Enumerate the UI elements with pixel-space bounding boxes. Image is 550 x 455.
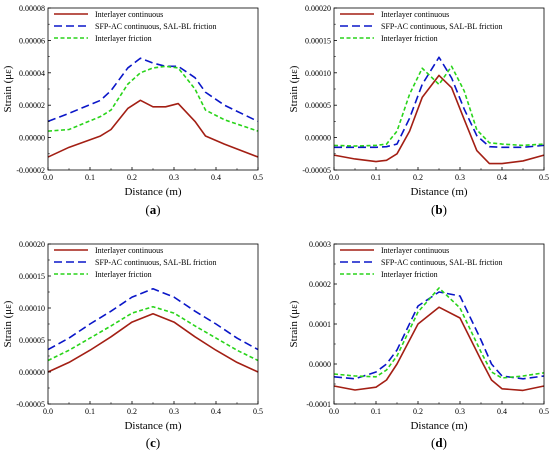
x-tick-label: 0.5	[539, 173, 549, 182]
y-tick-label: 0.0003	[309, 240, 331, 249]
legend-label-3: Interlayer friction	[381, 34, 438, 43]
series-line-3	[333, 287, 545, 379]
y-tick-label: 0.00010	[19, 304, 45, 313]
chart-panel-a: 0.0 0.1 0.2 0.3 0.4 0.5 -0.00002 0.00000 0.00002…	[2, 4, 263, 217]
series-line-3	[47, 305, 259, 362]
x-axis-label: Distance (m)	[124, 186, 181, 198]
chart-panel-d: 0.0 0.1 0.2 0.3 0.4 0.5 -0.0001 0.0000 0.0001 0.0…	[288, 240, 549, 450]
panel-caption: (c)	[146, 435, 160, 450]
y-tick-label: 0.0001	[309, 320, 331, 329]
y-tick-label: 0.00010	[305, 69, 331, 78]
legend-label-2: SFP-AC continuous, SAL-BL friction	[381, 22, 502, 31]
y-tick-label: -0.0001	[306, 400, 331, 409]
y-tick-label: 0.00000	[19, 134, 45, 143]
legend-label-1: Interlayer continuous	[381, 10, 449, 19]
x-tick-label: 0.3	[455, 407, 465, 416]
x-tick-label: 0.2	[413, 173, 423, 182]
series-line-3	[47, 65, 259, 132]
x-tick-label: 0.4	[211, 173, 221, 182]
series-line-1	[333, 306, 545, 392]
y-tick-label: 0.00000	[19, 368, 45, 377]
legend: Interlayer continuous SFP-AC continuous, …	[54, 10, 216, 43]
y-axis-label: Strain (με)	[288, 65, 300, 112]
y-tick-label: 0.00020	[305, 4, 331, 13]
legend-label-2: SFP-AC continuous, SAL-BL friction	[381, 258, 502, 267]
y-tick-label: 0.00005	[19, 336, 45, 345]
plot-frame	[47, 243, 259, 405]
series-line-1	[333, 74, 545, 165]
legend-label-3: Interlayer friction	[381, 270, 438, 279]
x-tick-label: 0.5	[539, 407, 549, 416]
series-line-3	[333, 65, 545, 147]
series-line-2	[333, 291, 545, 380]
legend-label-3: Interlayer friction	[95, 34, 152, 43]
x-tick-label: 0.1	[371, 407, 381, 416]
chart-panel-c: 0.0 0.1 0.2 0.3 0.4 0.5 -0.00005 0.00000 0.00005…	[2, 240, 263, 450]
legend-label-1: Interlayer continuous	[95, 246, 163, 255]
x-tick-label: 0.3	[169, 173, 179, 182]
x-axis-label: Distance (m)	[124, 420, 181, 432]
y-axis-label: Strain (με)	[2, 65, 14, 112]
legend-label-2: SFP-AC continuous, SAL-BL friction	[95, 258, 216, 267]
x-tick-label: 0.2	[127, 407, 137, 416]
plot-frame	[333, 7, 545, 171]
legend: Interlayer continuous SFP-AC continuous, …	[54, 246, 216, 279]
y-tick-label: 0.0000	[309, 360, 331, 369]
series-line-2	[334, 56, 545, 149]
y-tick-label: 0.00015	[305, 36, 331, 45]
x-tick-label: 0.4	[497, 173, 507, 182]
y-tick-label: 0.00000	[305, 134, 331, 143]
y-tick-label: 0.00004	[19, 69, 45, 78]
y-tick-label: -0.00005	[302, 166, 331, 175]
x-axis-label: Distance (m)	[410, 186, 467, 198]
x-axis-label: Distance (m)	[410, 420, 467, 432]
panel-caption: (a)	[145, 202, 160, 217]
plot-frame	[333, 243, 545, 405]
x-tick-label: 0.0	[43, 173, 53, 182]
legend-label-3: Interlayer friction	[95, 270, 152, 279]
y-tick-label: 0.0002	[309, 280, 331, 289]
x-tick-label: 0.4	[211, 407, 221, 416]
legend: Interlayer continuous SFP-AC continuous, …	[340, 246, 502, 279]
x-tick-label: 0.0	[329, 173, 339, 182]
x-tick-label: 0.3	[455, 173, 465, 182]
y-tick-label: 0.00008	[19, 4, 45, 13]
x-tick-label: 0.2	[127, 173, 137, 182]
x-tick-label: 0.1	[85, 173, 95, 182]
x-tick-label: 0.4	[497, 407, 507, 416]
panel-caption: (d)	[431, 435, 447, 450]
x-tick-label: 0.0	[43, 407, 53, 416]
y-tick-label: 0.00005	[305, 101, 331, 110]
y-tick-label: -0.00005	[16, 400, 45, 409]
x-tick-label: 0.5	[253, 173, 263, 182]
y-axis-label: Strain (με)	[2, 300, 14, 347]
x-tick-label: 0.5	[253, 407, 263, 416]
series-line-2	[47, 57, 259, 123]
legend-label-2: SFP-AC continuous, SAL-BL friction	[95, 22, 216, 31]
legend-label-1: Interlayer continuous	[381, 246, 449, 255]
x-tick-label: 0.2	[413, 407, 423, 416]
panel-caption: (b)	[431, 202, 447, 217]
y-tick-label: 0.00020	[19, 240, 45, 249]
series-line-1	[47, 99, 259, 158]
series-line-1	[47, 312, 259, 373]
chart-panel-b: 0.0 0.1 0.2 0.3 0.4 0.5 -0.00005 0.00000 0.00005…	[288, 4, 549, 217]
y-tick-label: 0.00006	[19, 36, 45, 45]
x-tick-label: 0.0	[329, 407, 339, 416]
y-axis-label: Strain (με)	[288, 300, 300, 347]
x-tick-label: 0.1	[85, 407, 95, 416]
y-tick-label: 0.00002	[19, 101, 45, 110]
legend-label-1: Interlayer continuous	[95, 10, 163, 19]
legend: Interlayer continuous SFP-AC continuous, …	[340, 10, 502, 43]
x-tick-label: 0.3	[169, 407, 179, 416]
series-line-2	[47, 287, 259, 351]
y-tick-label: -0.00002	[16, 166, 45, 175]
x-tick-label: 0.1	[371, 173, 381, 182]
y-tick-label: 0.00015	[19, 272, 45, 281]
